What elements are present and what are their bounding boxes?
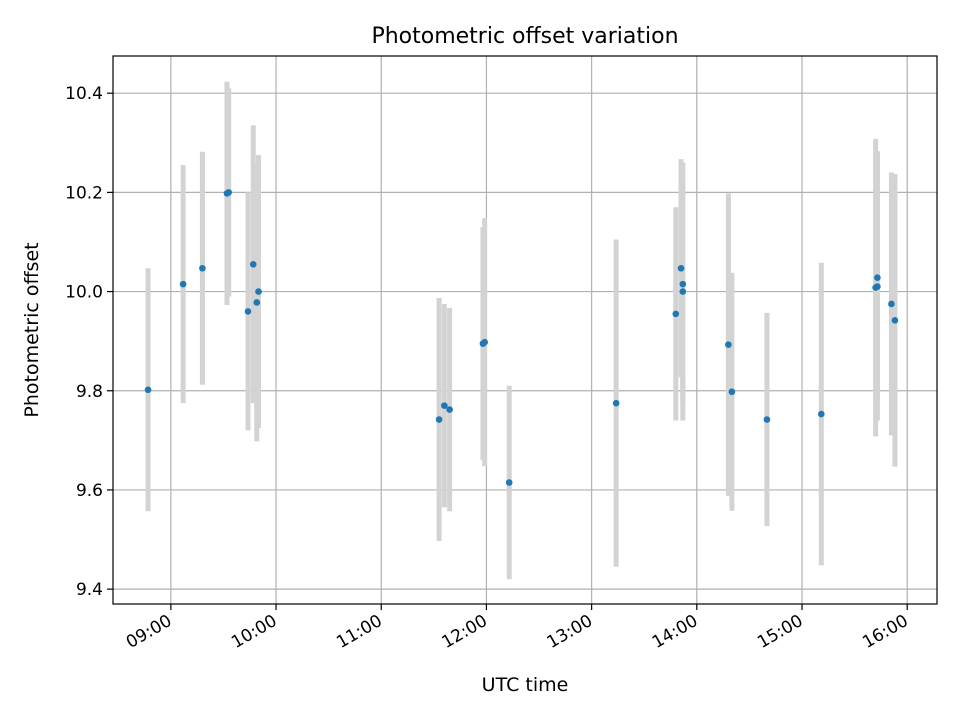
data-point <box>725 341 732 348</box>
data-point <box>446 406 453 413</box>
data-point <box>505 479 513 486</box>
grid <box>113 56 937 604</box>
data-point <box>249 260 257 268</box>
data-point <box>874 283 881 290</box>
data-point <box>763 416 771 423</box>
y-tick-label: 10.2 <box>65 183 103 203</box>
data-point <box>817 410 825 418</box>
data-point <box>199 264 206 272</box>
data-point <box>441 402 448 409</box>
data-point <box>179 280 187 288</box>
y-tick-label: 10.4 <box>65 84 103 104</box>
chart-title: Photometric offset variation <box>371 24 678 49</box>
data-point <box>435 416 443 423</box>
y-axis-ticks: 9.4 9.6 9.8 10.0 10.2 10.4 <box>65 84 113 600</box>
y-tick-label: 9.4 <box>76 580 103 600</box>
plot-frame <box>112 55 938 605</box>
data-point <box>612 399 620 407</box>
data-point <box>255 288 262 295</box>
data-point <box>144 386 152 394</box>
y-tick-label: 9.6 <box>76 481 103 501</box>
data-point <box>481 338 488 346</box>
data-point <box>874 274 881 281</box>
data-point <box>679 288 687 295</box>
data-point <box>891 317 899 324</box>
data-point <box>679 280 687 288</box>
data-point <box>244 308 252 315</box>
x-axis-label: UTC time <box>482 674 569 696</box>
data-point <box>728 388 736 396</box>
y-tick-label: 9.8 <box>76 382 103 402</box>
markers <box>144 189 899 486</box>
data-point <box>225 189 233 196</box>
data-point <box>888 300 895 308</box>
y-axis-label: Photometric offset <box>21 242 43 417</box>
data-point <box>677 264 685 272</box>
y-tick-label: 10.0 <box>65 283 103 303</box>
data-point <box>672 310 680 318</box>
data-point <box>253 299 261 306</box>
